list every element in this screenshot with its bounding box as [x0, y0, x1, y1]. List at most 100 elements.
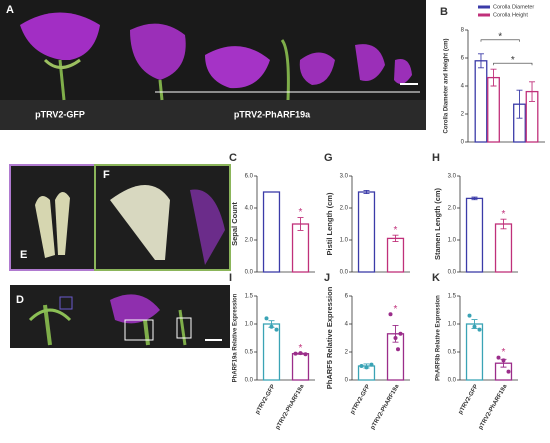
- data-point: [359, 364, 364, 368]
- bar: [487, 76, 500, 143]
- data-point: [298, 351, 303, 356]
- x-tick-label: pTRV2-GFP: [350, 384, 372, 416]
- x-tick-label: pTRV2-PhARF19a: [370, 383, 401, 431]
- y-tick-label: 8: [461, 28, 465, 34]
- y-tick-label: 1.5: [245, 294, 254, 300]
- legend-label: Corolla Diameter: [493, 4, 534, 10]
- y-tick-label: 0: [345, 378, 349, 384]
- data-point: [369, 362, 374, 367]
- panel-letter: I: [229, 272, 232, 284]
- data-point: [506, 369, 511, 374]
- error-bar: [477, 53, 484, 69]
- error-bar: [500, 218, 507, 230]
- error-bar: [490, 68, 497, 87]
- x-tick-label: pTRV2-GFP: [255, 384, 277, 416]
- panel-letter: F: [103, 169, 110, 181]
- bar: [465, 197, 484, 273]
- y-tick-label: 2.0: [245, 238, 254, 244]
- y-tick-label: 1.0: [448, 238, 457, 244]
- data-point: [269, 324, 274, 329]
- error-bar: [297, 217, 304, 231]
- y-tick-label: 2.0: [340, 206, 349, 212]
- data-point: [393, 336, 398, 340]
- panel-letter: A: [6, 4, 14, 16]
- panel-letter: E: [20, 249, 27, 261]
- data-point: [396, 347, 400, 352]
- x-tick-label: pTRV2-PhARF19a: [478, 383, 509, 431]
- y-tick-label: 2.0: [448, 206, 457, 212]
- photo-label: pTRV2-PhARF19a: [234, 109, 311, 119]
- panel-letter: D: [16, 294, 24, 306]
- y-axis-label: Stamen Length (cm): [433, 187, 442, 260]
- significance: *: [394, 225, 398, 236]
- y-axis-label: PhARF19a Relative Expression: [233, 293, 239, 382]
- y-tick-label: 0.0: [448, 270, 457, 276]
- significance: *: [511, 55, 515, 66]
- significance: *: [498, 31, 502, 42]
- significance: *: [502, 209, 506, 220]
- bar: [386, 237, 405, 273]
- y-axis-label: Corolla Diameter and Height (cm): [444, 38, 450, 133]
- y-axis-label: Pistil Length (cm): [325, 192, 334, 255]
- bar: [262, 323, 281, 381]
- significance: *: [502, 347, 506, 358]
- y-tick-label: 4: [461, 84, 465, 90]
- y-tick-label: 1.0: [340, 238, 349, 244]
- y-tick-label: 1.0: [448, 322, 457, 328]
- data-point: [303, 352, 308, 357]
- panel-letter: G: [324, 152, 333, 164]
- y-tick-label: 0.0: [340, 270, 349, 276]
- x-tick-label: pTRV2-PhARF19a: [275, 383, 306, 431]
- data-point: [264, 316, 269, 321]
- y-tick-label: 2: [345, 350, 349, 356]
- y-tick-label: 2: [461, 112, 465, 118]
- y-tick-label: 1.5: [448, 294, 457, 300]
- panel-letter: K: [432, 272, 440, 284]
- y-tick-label: 0.5: [245, 350, 254, 356]
- photo-def: E F D: [9, 164, 231, 348]
- bar: [291, 223, 310, 273]
- bar: [465, 323, 484, 381]
- bar: [291, 353, 310, 381]
- panel-letter: J: [324, 272, 330, 284]
- photo-label: pTRV2-GFP: [35, 109, 85, 119]
- error-bar: [516, 89, 523, 119]
- significance-bracket: [493, 62, 533, 66]
- data-point: [388, 312, 393, 317]
- y-tick-label: 1.0: [245, 322, 254, 328]
- y-tick-label: 6: [461, 56, 465, 62]
- y-tick-label: 6.0: [245, 174, 254, 180]
- data-point: [293, 351, 298, 356]
- y-tick-label: 6: [345, 294, 349, 300]
- legend-label: Corolla Height: [493, 12, 528, 18]
- error-bar: [471, 196, 478, 201]
- y-axis-label: PhARF5 Relative Expression: [325, 286, 334, 389]
- panel-letter: B: [440, 6, 448, 18]
- bar: [494, 223, 513, 273]
- y-tick-label: 3.0: [448, 174, 457, 180]
- significance: *: [299, 207, 303, 218]
- y-tick-label: 0.0: [245, 378, 254, 384]
- significance: *: [299, 343, 303, 354]
- y-axis-label: Sepal Count: [230, 202, 239, 246]
- y-tick-label: 0.5: [448, 350, 457, 356]
- significance-bracket: [480, 39, 520, 42]
- y-axis-label: PhARF8b Relative Expression: [436, 295, 442, 381]
- bar: [262, 191, 281, 273]
- data-point: [477, 327, 482, 332]
- photo-a: A pTRV2-GFP pTRV2-PhARF19a: [0, 0, 426, 130]
- significance: *: [394, 304, 398, 315]
- error-bar: [363, 189, 370, 195]
- error-bar: [392, 234, 399, 243]
- data-point: [274, 327, 279, 332]
- panel-letter: H: [432, 152, 440, 164]
- panel-letter: C: [229, 152, 237, 164]
- y-tick-label: 0.0: [245, 270, 254, 276]
- y-tick-label: 4.0: [245, 206, 254, 212]
- y-tick-label: 0: [461, 140, 465, 146]
- bar: [474, 60, 488, 143]
- data-point: [472, 324, 477, 329]
- y-tick-label: 4: [345, 322, 349, 328]
- error-bar: [529, 81, 536, 102]
